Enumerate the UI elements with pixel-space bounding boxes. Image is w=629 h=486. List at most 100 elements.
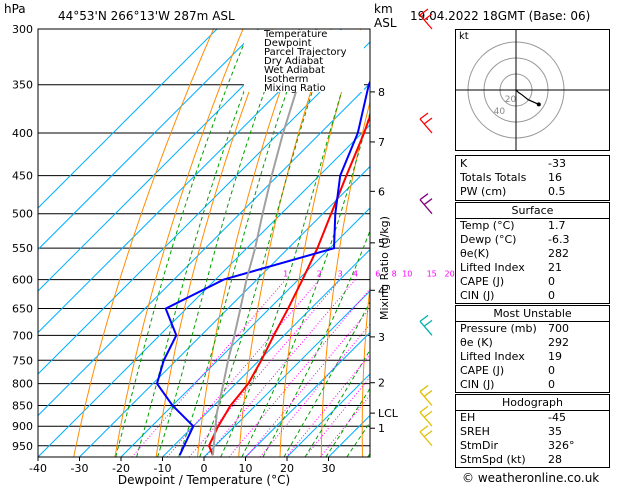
barb-flag	[419, 193, 429, 201]
legend-dry-adiabat: Dry Adiabat	[264, 56, 324, 67]
wind-barb-icon	[419, 314, 433, 336]
barb-staff	[419, 320, 433, 336]
row-value: 35	[548, 425, 562, 438]
divider	[456, 218, 609, 219]
wind-barb-icon	[419, 112, 433, 134]
legend-wet-adiabat: Wet Adiabat	[264, 65, 325, 76]
barb-flag	[419, 8, 429, 16]
mu-row: Pressure (mb) 700	[456, 322, 609, 336]
dry-adiabat-line	[238, 29, 332, 457]
hodo-ring-label: 40	[494, 107, 506, 117]
row-value: 0	[548, 275, 555, 288]
barb-flag	[423, 390, 433, 398]
row-label: StmDir	[460, 439, 499, 452]
legend-isotherm: Isotherm	[264, 74, 309, 85]
surface-row: Temp (°C) 1.7	[456, 219, 609, 233]
mixing-ratio-axis-label: Mixing Ratio (g/kg)	[378, 216, 391, 320]
mu-row: CAPE (J) 0	[456, 364, 609, 378]
wind-barb-icon	[419, 8, 433, 30]
row-value: 282	[548, 247, 569, 260]
hpa-label: hPa	[4, 2, 26, 16]
hodograph-stats-title: Hodograph	[502, 396, 563, 409]
km-label: km	[374, 2, 393, 16]
hodo-ring-label: 20	[505, 95, 517, 105]
barb-staff	[419, 118, 433, 134]
wet-adiabat-line	[178, 34, 307, 457]
isotherm-line	[38, 29, 301, 292]
hodo-row: SREH 35	[456, 425, 609, 439]
isotherm-line	[38, 29, 259, 251]
barb-flag	[419, 425, 429, 433]
background-lines	[38, 29, 629, 457]
isotherm-line	[79, 165, 370, 457]
mixing-ratio-value-label: 3	[338, 270, 343, 279]
surface-panel: Surface Temp (°C) 1.7 Dewp (°C) -6.3 θe(K)…	[455, 202, 610, 304]
barb-flag	[423, 410, 433, 418]
y-tick-label: 550	[12, 242, 33, 255]
barb-staff	[419, 14, 433, 30]
km-tick-label: 6	[378, 185, 385, 198]
dry-adiabat-line	[361, 281, 370, 457]
dry-adiabat-line	[155, 29, 273, 457]
hodograph-panel: kt 20 40	[455, 29, 610, 151]
row-value: 0	[548, 364, 555, 377]
x-tick-label: 10	[239, 462, 253, 475]
y-tick-label: 900	[12, 420, 33, 433]
mixing-ratio-line	[285, 353, 370, 457]
row-label: CAPE (J)	[460, 364, 505, 377]
y-tick-label: 300	[12, 23, 33, 36]
x-tick-label: -10	[154, 462, 172, 475]
index-label: Totals Totals	[460, 171, 527, 184]
x-tick-label: -20	[112, 462, 130, 475]
hodo-row: EH -45	[456, 411, 609, 425]
index-row-tt: Totals Totals 16	[456, 171, 609, 185]
row-label: CAPE (J)	[460, 275, 505, 288]
row-label: Lifted Index	[460, 261, 525, 274]
index-value: 0.5	[548, 185, 566, 198]
row-label: Lifted Index	[460, 350, 525, 363]
hodo-storm-marker	[536, 102, 541, 107]
y-tick-label: 450	[12, 170, 33, 183]
series-line	[207, 113, 370, 456]
copyright-label: © weatheronline.co.uk	[462, 471, 600, 485]
surface-row: Lifted Index 21	[456, 261, 609, 275]
mixing-ratio-value-label: 10	[402, 270, 412, 279]
barb-flag	[419, 314, 429, 322]
barb-flag	[419, 112, 429, 120]
row-value: 0	[548, 378, 555, 391]
wind-barb-icon	[419, 385, 433, 406]
y-tick-label: 700	[12, 329, 33, 342]
mixing-ratio-value-label: 15	[427, 270, 437, 279]
surface-title: Surface	[511, 204, 554, 217]
dry-adiabat-line	[73, 29, 214, 457]
y-tick-label: 600	[12, 274, 33, 287]
mixing-ratio-line	[166, 279, 320, 457]
index-label: PW (cm)	[460, 185, 507, 198]
wind-barb-icon	[419, 405, 433, 427]
barb-flag	[423, 198, 433, 206]
mixing-ratio-value-label: 6	[375, 270, 380, 279]
series-line	[155, 79, 370, 456]
mixing-ratio-value-label: 8	[392, 270, 397, 279]
km-tick-label: 2	[378, 377, 385, 390]
series-line	[211, 29, 318, 456]
divider	[456, 321, 609, 322]
index-value: 16	[548, 171, 562, 184]
mixing-ratio-line	[131, 279, 287, 457]
wet-adiabat-line	[136, 34, 266, 457]
y-tick-label: 500	[12, 208, 33, 221]
surface-row: CAPE (J) 0	[456, 275, 609, 289]
x-tick-label: 0	[201, 462, 208, 475]
wet-adiabat-line	[115, 34, 248, 457]
dry-adiabat-line	[197, 29, 303, 457]
km-tick-label: LCL	[378, 407, 399, 420]
dry-adiabat-line	[617, 29, 629, 457]
km-tick-label: 5	[378, 237, 385, 250]
index-row-pw: PW (cm) 0.5	[456, 185, 609, 199]
row-label: Dewp (°C)	[460, 233, 517, 246]
barb-flag	[419, 385, 429, 393]
legend-box: Temperature Dewpoint Parcel Trajectory D…	[244, 30, 364, 94]
